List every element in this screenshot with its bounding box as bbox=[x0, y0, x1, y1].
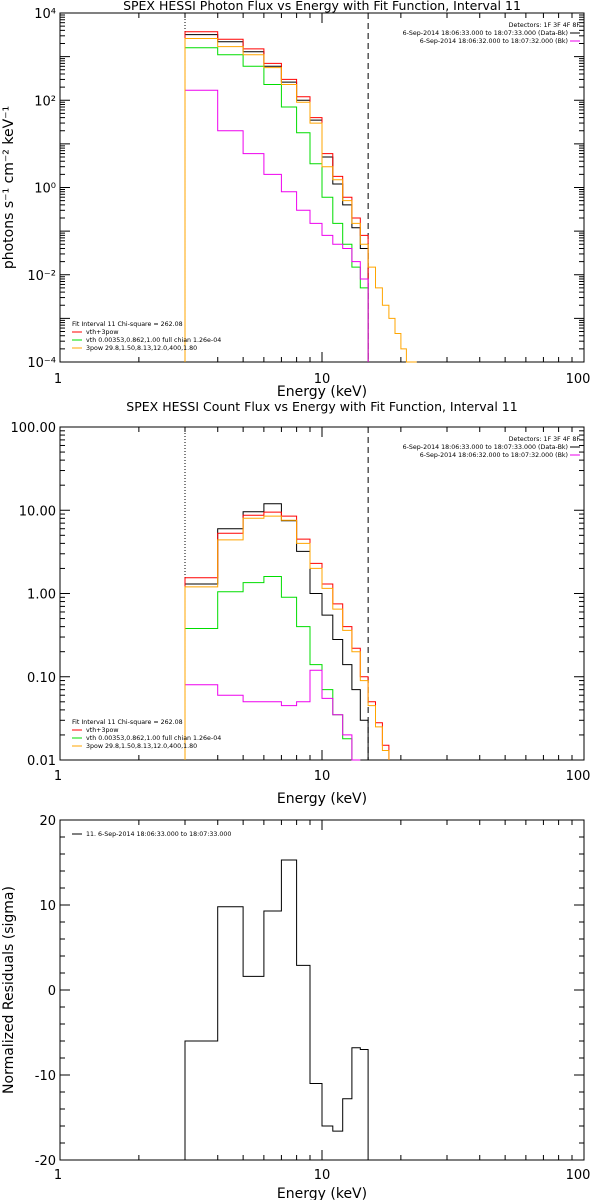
y-tick-label: 20 bbox=[39, 814, 56, 829]
legend-entry: vth+3pow bbox=[86, 329, 118, 336]
x-tick-label: 10 bbox=[314, 1168, 331, 1183]
legend-data-interval: 6-Sep-2014 18:06:33.000 to 18:07:33.000 … bbox=[403, 444, 568, 451]
series-line-2 bbox=[184, 511, 390, 760]
x-tick-label: 10 bbox=[314, 769, 331, 784]
y-tick-label: -20 bbox=[35, 1154, 56, 1169]
y-tick-label: 0.10 bbox=[27, 671, 56, 686]
y-tick-label: 0.01 bbox=[27, 754, 56, 769]
x-tick-label: 1 bbox=[54, 769, 62, 784]
series-line-1 bbox=[184, 859, 369, 1160]
series-line-3 bbox=[184, 47, 369, 362]
x-tick-label: 100 bbox=[566, 1168, 591, 1183]
y-tick-label: 10 bbox=[39, 899, 56, 914]
legend-entry: vth 0.00353,0.862,1.00 full chian 1.26e-… bbox=[86, 735, 221, 742]
y-tick-label: 100.00 bbox=[11, 421, 57, 436]
legend-entry: 3pow 29.8,1.50,8.13,12.0,400,1.80 bbox=[86, 743, 197, 750]
legend-detectors: Detectors: 1F 3F 4F 8F bbox=[509, 22, 581, 29]
y-tick-label: 10² bbox=[34, 94, 56, 109]
series-line-4 bbox=[184, 669, 361, 761]
y-tick-label: 10.00 bbox=[19, 504, 56, 519]
y-axis-label: photons s⁻¹ cm⁻² keV⁻¹ bbox=[1, 106, 17, 269]
y-tick-label: 10⁻² bbox=[27, 269, 56, 284]
x-axis-label: Energy (keV) bbox=[277, 384, 367, 400]
series-line-5 bbox=[184, 38, 417, 363]
chart-panel-1: 1 10 100 10⁴ 10² 10⁰ 10⁻² 10⁻⁴ SPEX HESSI Photon… bbox=[1, 0, 590, 400]
legend-entry: vth 0.00353,0.862,1.00 full chian 1.26e-… bbox=[86, 337, 221, 344]
chart-panel-2: 1 10 100 100.00 10.00 1.00 0.10 0.01 SPEX HESSI … bbox=[11, 399, 591, 807]
legend-entry: 3pow 29.8,1.50,8.13,12.0,400,1.80 bbox=[86, 345, 197, 352]
legend-bk-interval: 6-Sep-2014 18:06:32.000 to 18:07:32.000 … bbox=[420, 452, 568, 459]
y-tick-label: 10⁴ bbox=[34, 7, 56, 22]
legend-detectors: Detectors: 1F 3F 4F 8F bbox=[509, 436, 581, 443]
legend-data-interval: 6-Sep-2014 18:06:33.000 to 18:07:33.000 … bbox=[403, 30, 568, 37]
y-tick-label: -10 bbox=[35, 1069, 56, 1084]
series-line-4 bbox=[184, 89, 369, 362]
x-tick-label: 1 bbox=[54, 372, 62, 387]
y-tick-label: 10⁰ bbox=[34, 182, 56, 197]
y-axis-label: Normalized Residuals (sigma) bbox=[1, 886, 17, 1094]
y-tick-label: 10⁻⁴ bbox=[27, 356, 56, 371]
x-tick-label: 10 bbox=[314, 372, 331, 387]
y-tick-label: 1.00 bbox=[27, 588, 56, 603]
legend-entry: vth+3pow bbox=[86, 727, 118, 734]
legend-fit-interval: Fit Interval 11 Chi-square = 262.08 bbox=[72, 321, 183, 328]
y-tick-label: 0 bbox=[48, 984, 56, 999]
legend-bk-interval: 6-Sep-2014 18:06:32.000 to 18:07:32.000 … bbox=[420, 38, 568, 45]
series-line-5 bbox=[184, 515, 390, 760]
x-tick-label: 100 bbox=[566, 372, 591, 387]
legend-entry: 11. 6-Sep-2014 18:06:33.000 to 18:07:33.… bbox=[86, 831, 231, 838]
x-tick-label: 1 bbox=[54, 1168, 62, 1183]
x-tick-label: 100 bbox=[566, 769, 591, 784]
x-axis-label: Energy (keV) bbox=[277, 791, 367, 807]
legend-fit-interval: Fit Interval 11 Chi-square = 262.08 bbox=[72, 719, 183, 726]
x-axis-label: Energy (keV) bbox=[277, 1186, 367, 1200]
chart-title: SPEX HESSI Photon Flux vs Energy with Fi… bbox=[123, 0, 521, 13]
chart-title: SPEX HESSI Count Flux vs Energy with Fit… bbox=[126, 399, 517, 414]
